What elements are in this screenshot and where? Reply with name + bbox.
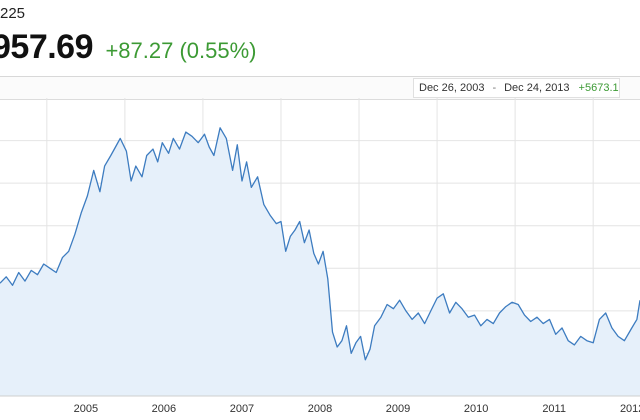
- x-tick-label: 2010: [464, 403, 488, 415]
- range-start-date[interactable]: Dec 26, 2003: [419, 82, 485, 94]
- range-separator: -: [492, 82, 497, 94]
- x-tick-label: 2007: [230, 403, 254, 415]
- x-tick-label: 2008: [308, 403, 332, 415]
- x-tick-label: 2005: [74, 403, 98, 415]
- price-chart[interactable]: 2005 2006 2007 2008 2009 2010 2011 2012: [0, 98, 640, 420]
- x-tick-label: 2011: [542, 403, 566, 415]
- price-line: 957.69 +87.27 (0.55%): [0, 28, 257, 67]
- x-tick-label: 2012: [620, 403, 640, 415]
- price-series-line: [0, 127, 640, 361]
- range-end-date[interactable]: Dec 24, 2013: [504, 82, 570, 94]
- x-tick-label: 2006: [152, 403, 176, 415]
- price-change: +87.27 (0.55%): [105, 38, 257, 63]
- index-name: 225: [0, 5, 26, 22]
- price-area-fill: [0, 127, 640, 397]
- x-axis-ticks: 2005 2006 2007 2008 2009 2010 2011 2012: [74, 403, 640, 415]
- current-price: 957.69: [0, 28, 94, 66]
- date-range-selector[interactable]: Dec 26, 2003 - Dec 24, 2013 +5673.1: [413, 78, 620, 98]
- x-tick-label: 2009: [386, 403, 410, 415]
- range-change: +5673.1: [578, 82, 619, 94]
